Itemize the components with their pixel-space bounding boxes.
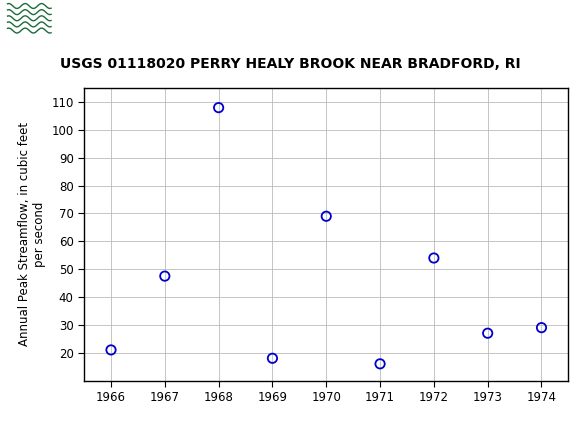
Point [537,324,546,331]
Point [483,330,492,337]
Text: USGS 01118020 PERRY HEALY BROOK NEAR BRADFORD, RI: USGS 01118020 PERRY HEALY BROOK NEAR BRA… [60,57,520,71]
Point [214,104,223,111]
Text: USGS: USGS [61,8,125,28]
Point [160,273,169,280]
Point [375,360,385,367]
Point [268,355,277,362]
Point [106,347,115,353]
Point [321,213,331,220]
Point [429,255,438,261]
Bar [5,3,54,34]
Y-axis label: Annual Peak Streamflow, in cubic feet
per second: Annual Peak Streamflow, in cubic feet pe… [18,122,46,347]
